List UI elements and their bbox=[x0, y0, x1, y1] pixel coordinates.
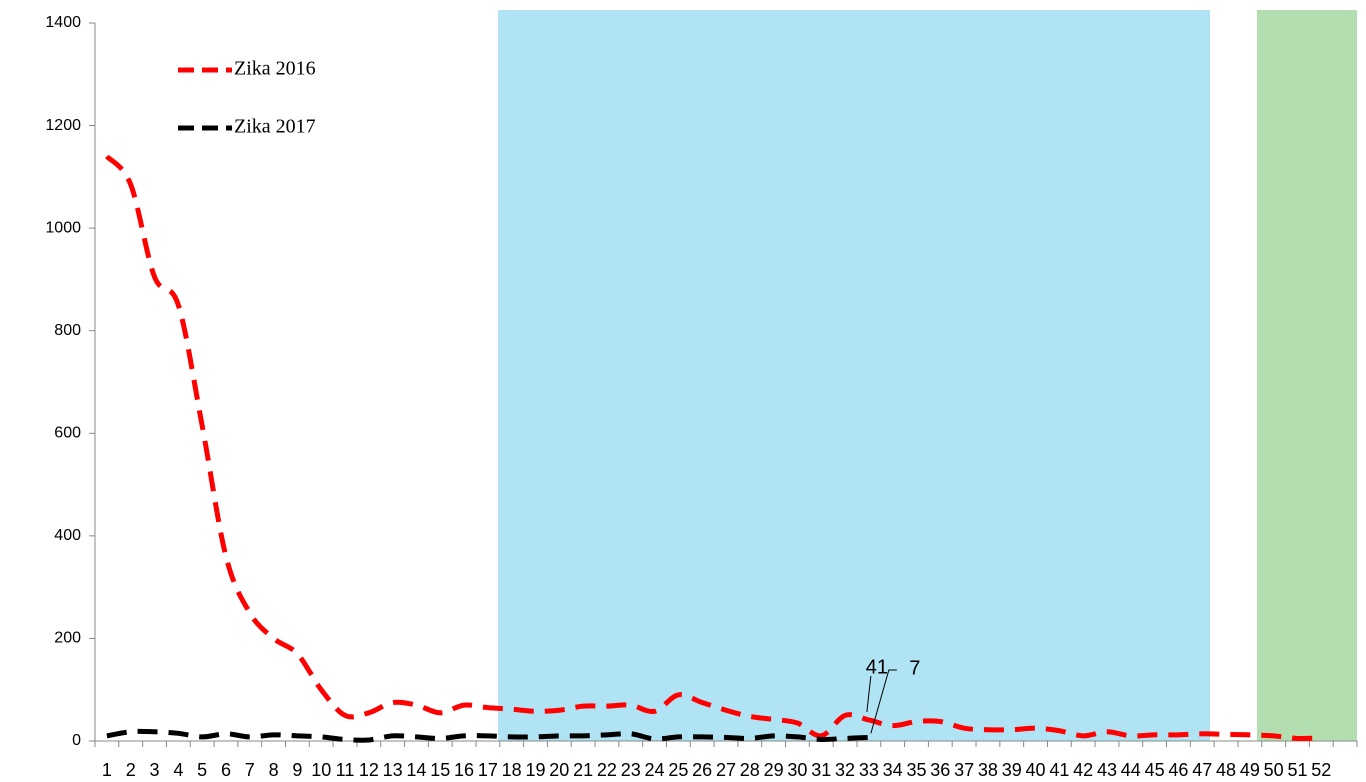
x-tick-label: 1 bbox=[102, 760, 112, 780]
data-label: 7 bbox=[909, 657, 920, 679]
x-tick-label: 18 bbox=[502, 760, 522, 780]
x-tick-label: 50 bbox=[1264, 760, 1284, 780]
y-tick-label: 600 bbox=[54, 425, 81, 442]
series-line bbox=[104, 154, 1322, 742]
x-tick-label: 14 bbox=[406, 760, 426, 780]
x-tick-label: 52 bbox=[1311, 760, 1331, 780]
x-tick-label: 12 bbox=[359, 760, 379, 780]
y-tick-label: 1000 bbox=[45, 219, 81, 236]
x-tick-label: 7 bbox=[245, 760, 255, 780]
y-tick-label: 400 bbox=[54, 527, 81, 544]
x-tick-label: 4 bbox=[173, 760, 183, 780]
x-tick-label: 13 bbox=[383, 760, 403, 780]
x-tick-label: 3 bbox=[150, 760, 160, 780]
x-tick-label: 49 bbox=[1240, 760, 1260, 780]
legend-label: Zika 2017 bbox=[234, 116, 316, 138]
annotation-leader bbox=[866, 675, 872, 713]
x-tick-label: 22 bbox=[597, 760, 617, 780]
x-tick-label: 19 bbox=[525, 760, 545, 780]
x-tick-label: 51 bbox=[1287, 760, 1307, 780]
x-tick-label: 41 bbox=[1049, 760, 1069, 780]
y-tick-label: 800 bbox=[54, 322, 81, 339]
x-tick-label: 36 bbox=[930, 760, 950, 780]
x-tick-label: 48 bbox=[1216, 760, 1236, 780]
annotation-leader bbox=[870, 669, 897, 734]
x-tick-label: 45 bbox=[1145, 760, 1165, 780]
x-tick-label: 2 bbox=[126, 760, 136, 780]
x-tick-label: 38 bbox=[978, 760, 998, 780]
x-tick-label: 30 bbox=[787, 760, 807, 780]
x-tick-label: 39 bbox=[1002, 760, 1022, 780]
x-tick-label: 28 bbox=[740, 760, 760, 780]
series-line bbox=[106, 728, 869, 743]
x-tick-label: 32 bbox=[835, 760, 855, 780]
x-tick-label: 6 bbox=[221, 760, 231, 780]
shaded-period bbox=[1257, 10, 1357, 741]
y-tick-label: 0 bbox=[72, 732, 81, 749]
x-tick-label: 40 bbox=[1026, 760, 1046, 780]
x-tick-label: 37 bbox=[954, 760, 974, 780]
x-tick-label: 15 bbox=[430, 760, 450, 780]
y-tick-label: 1200 bbox=[45, 117, 81, 134]
x-tick-label: 25 bbox=[668, 760, 688, 780]
data-label: 41 bbox=[866, 656, 888, 678]
x-tick-label: 24 bbox=[645, 760, 665, 780]
x-tick-label: 9 bbox=[292, 760, 302, 780]
x-tick-label: 33 bbox=[859, 760, 879, 780]
x-tick-label: 44 bbox=[1121, 760, 1141, 780]
x-tick-label: 29 bbox=[764, 760, 784, 780]
x-tick-label: 43 bbox=[1097, 760, 1117, 780]
x-tick-label: 27 bbox=[716, 760, 736, 780]
x-tick-label: 10 bbox=[311, 760, 331, 780]
x-tick-label: 23 bbox=[621, 760, 641, 780]
x-tick-label: 35 bbox=[906, 760, 926, 780]
x-tick-label: 34 bbox=[883, 760, 903, 780]
legend-label: Zika 2016 bbox=[234, 58, 316, 80]
x-tick-label: 26 bbox=[692, 760, 712, 780]
x-tick-label: 21 bbox=[573, 760, 593, 780]
x-tick-label: 5 bbox=[197, 760, 207, 780]
x-tick-label: 11 bbox=[336, 760, 355, 780]
shaded-period bbox=[498, 10, 1210, 741]
x-tick-label: 17 bbox=[478, 760, 498, 780]
x-tick-label: 31 bbox=[811, 760, 831, 780]
x-tick-label: 46 bbox=[1168, 760, 1188, 780]
y-tick-label: 1400 bbox=[45, 14, 81, 31]
x-tick-label: 42 bbox=[1073, 760, 1093, 780]
x-tick-label: 47 bbox=[1192, 760, 1212, 780]
x-tick-label: 8 bbox=[269, 760, 279, 780]
x-tick-label: 16 bbox=[454, 760, 474, 780]
y-tick-label: 200 bbox=[54, 630, 81, 647]
x-tick-label: 20 bbox=[549, 760, 569, 780]
